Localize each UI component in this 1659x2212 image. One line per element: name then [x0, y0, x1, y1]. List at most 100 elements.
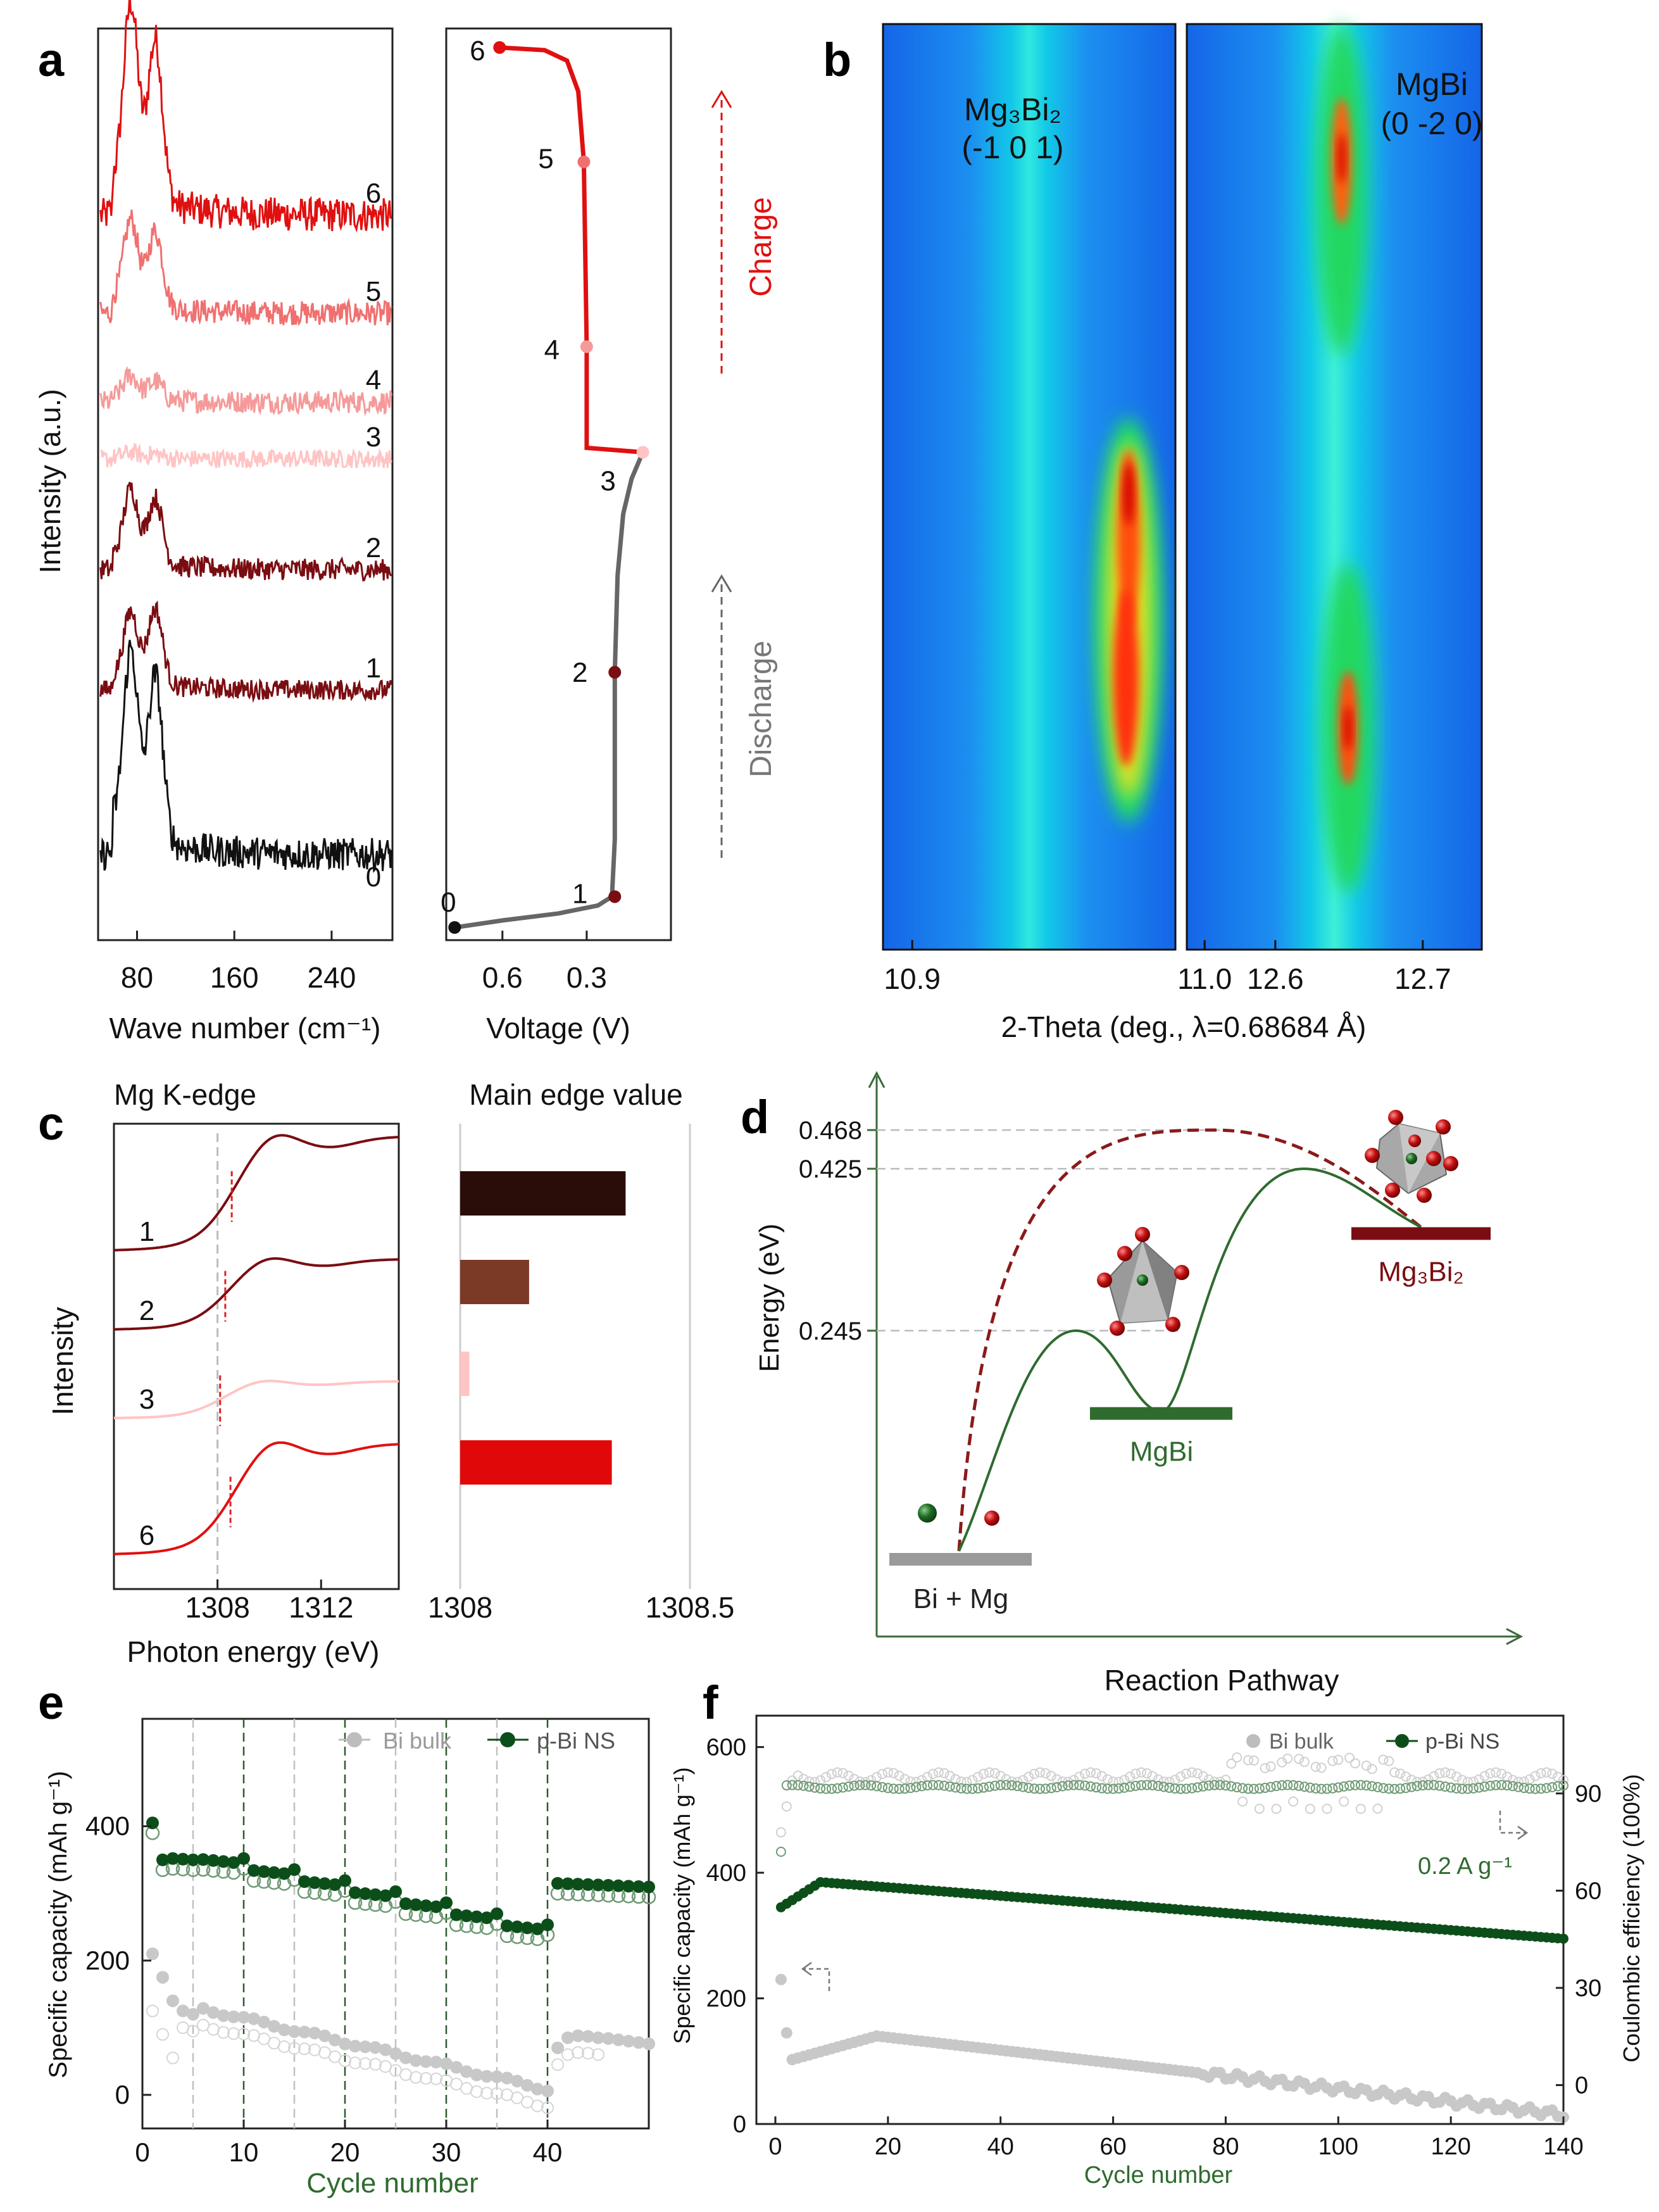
raman-series-3: [100, 443, 392, 470]
rate-pbi-point: [329, 1878, 341, 1891]
rate-bulk-point: [612, 2033, 625, 2046]
cycling-y2-tick-label: 90: [1575, 1781, 1601, 1807]
panel-letter-f: f: [703, 1676, 718, 1729]
cycling-pbi-ce-point: [1316, 1783, 1327, 1794]
cycling-pbi-ce-point: [1468, 1783, 1479, 1794]
cycling-bulk-ce-point: [1203, 1774, 1214, 1785]
cycling-pbi-ce-point: [1108, 1783, 1118, 1794]
cycling-pbi-ce-point: [979, 1782, 989, 1793]
cycling-pbi-ce-point: [1170, 1783, 1180, 1794]
cycling-bulk-ce-point: [1029, 1768, 1040, 1779]
cycling-bulk-ce-point: [1401, 1771, 1411, 1782]
cycling-pbi-ce-point: [1530, 1783, 1541, 1794]
energy-y-axis-label: Energy (eV): [754, 1224, 785, 1373]
cycling-pbi-ce-point: [1226, 1781, 1237, 1792]
cycling-pbi-ce-point: [911, 1782, 922, 1792]
cycling-pbi-ce-point: [989, 1780, 1000, 1791]
rate-bulk-ce-point: [187, 2025, 199, 2038]
cycling-bulk-ce-point: [1474, 1774, 1484, 1785]
cycling-pbi-ce-point: [894, 1783, 905, 1794]
cycling-bulk-ce-point: [1327, 1756, 1338, 1766]
rate-pbi-point: [217, 1855, 230, 1868]
cycling-pbi-ce-point: [1518, 1783, 1529, 1794]
rate-pbi-point: [177, 1852, 189, 1866]
cycling-pbi-ce-point: [1181, 1783, 1192, 1794]
cycling-bulk-ce-point: [979, 1768, 989, 1779]
energy-x-arrow: [1506, 1628, 1524, 1645]
cycling-pbi-ce-point: [1417, 1780, 1428, 1791]
raman-y-axis-label: Intensity (a.u.): [34, 389, 66, 573]
raman-series-6: [99, 0, 392, 233]
cycling-pbi-ce-point: [1294, 1780, 1305, 1791]
cycling-pbi-ce-point: [1057, 1781, 1068, 1792]
cycling-pbi-ce-point: [933, 1780, 944, 1790]
rate-pbi-point: [582, 1878, 594, 1891]
cycling-x-tick-label: 0: [768, 2133, 782, 2160]
heatmap-right-bottom-red: [1344, 706, 1352, 750]
cycling-bulk-ce-point: [877, 1769, 887, 1780]
cycling-bulk-ce-point: [1496, 1768, 1507, 1779]
rate-y-tick-label: 0: [115, 2080, 130, 2109]
cycling-bulk-ce-point: [1125, 1771, 1136, 1782]
cycling-pbi-ce-point: [1446, 1782, 1456, 1793]
current-density-annotation: 0.2 A g⁻¹: [1418, 1853, 1512, 1880]
cycling-bulk-ce-point: [837, 1768, 848, 1778]
rate-pbi-point: [227, 1856, 240, 1869]
heatmap-right-label-line1: MgBi: [1396, 66, 1468, 102]
cycling-bulk-ce-point: [1384, 1756, 1394, 1766]
cycling-bulk-ce-point: [1305, 1804, 1315, 1814]
rate-bulk-point: [440, 2057, 453, 2070]
cycling-bulk-ce-point: [1187, 1767, 1198, 1778]
cycling-pbi-ce-point: [826, 1783, 837, 1794]
cycling-bulk-ce-point: [1507, 1775, 1518, 1785]
cycling-bulk-ce-point: [1468, 1776, 1479, 1787]
legend-f-pbi-ns-label: p-Bi NS: [1425, 1730, 1499, 1754]
edge-bar-3: [460, 1352, 470, 1396]
heatmap-left-tick-label: 11.0: [1177, 962, 1232, 995]
cycling-pbi-ce-point: [1536, 1783, 1546, 1794]
rate-x-tick-label: 0: [135, 2137, 149, 2167]
rate-x-tick-label: 30: [432, 2137, 461, 2167]
cycling-pbi-ce-point: [1451, 1783, 1462, 1794]
cycling-pbi-ce-point: [832, 1783, 842, 1794]
cycling-pbi-ce-point: [1203, 1780, 1214, 1791]
cycling-x-tick-label: 20: [875, 2133, 901, 2160]
xanes-series-2: [113, 1257, 399, 1331]
cycling-y2-axis-label: Coulombic efficiency (100%): [1618, 1774, 1644, 2063]
voltage-state-label-3: 3: [600, 465, 615, 496]
cycling-pbi-ce-point: [1507, 1781, 1518, 1792]
cycling-pbi-ce-point: [792, 1780, 803, 1790]
mg3bi2-crystal-icon: [1365, 1110, 1458, 1203]
rate-bulk-ce-point: [369, 2058, 382, 2071]
cycling-bulk-ce-point: [826, 1769, 837, 1780]
cycling-bulk-ce-point: [888, 1768, 899, 1778]
cycling-bulk-ce-point: [1361, 1760, 1372, 1771]
cycling-pbi-ce-point: [1496, 1780, 1507, 1790]
cycling-bulk-ce-point: [1130, 1768, 1141, 1779]
xanes-y-axis-label: Intensity: [46, 1307, 79, 1415]
cycling-pbi-ce-point: [1130, 1780, 1141, 1791]
cycling-bulk-ce-point: [1389, 1767, 1400, 1778]
rate-pbi-point: [642, 1880, 655, 1894]
rate-pbi-point: [521, 1921, 534, 1935]
rate-pbi-point: [572, 1878, 584, 1891]
cycling-bulk-ce-point: [1226, 1758, 1237, 1769]
rate-bulk-point: [197, 2002, 210, 2015]
rate-bulk-ce-point: [430, 2072, 442, 2085]
cycling-pbi-ce-point: [1091, 1782, 1101, 1793]
cycling-pbi-ce-point: [1260, 1783, 1270, 1794]
rate-pbi-point: [480, 1911, 493, 1925]
cycling-pbi-ce-point: [1423, 1780, 1434, 1790]
rate-pbi-point: [187, 1853, 199, 1866]
rate-pbi-point: [470, 1910, 483, 1923]
rate-bulk-point: [268, 2020, 280, 2033]
rate-bulk-point: [541, 2084, 554, 2097]
cycling-pbi-ce-point: [882, 1783, 893, 1794]
cycling-bulk-ce-point: [1175, 1771, 1186, 1782]
rate-bulk-point: [430, 2056, 442, 2069]
rate-bulk-point: [369, 2041, 382, 2054]
cycling-y2-tick-label: 0: [1575, 2073, 1588, 2099]
cycling-bulk-ce-point: [956, 1776, 967, 1787]
raman-series-label-3: 3: [366, 422, 381, 453]
